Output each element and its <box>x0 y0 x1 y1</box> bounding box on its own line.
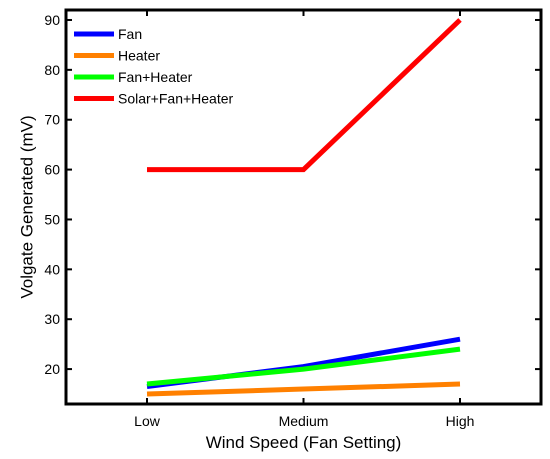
x-tick-label: High <box>446 413 475 429</box>
y-axis-title: Volgate Generated (mV) <box>17 115 36 298</box>
y-tick-label: 70 <box>44 112 60 128</box>
legend-label: Fan+Heater <box>118 69 193 85</box>
legend-label: Fan <box>118 26 142 42</box>
y-tick-label: 30 <box>44 311 60 327</box>
y-tick-label: 90 <box>44 12 60 28</box>
y-tick-label: 60 <box>44 162 60 178</box>
series-line-2 <box>146 346 461 387</box>
legend: Fan Heater Fan+Heater Solar+Fan+Heater <box>74 26 234 107</box>
y-tick-label: 50 <box>44 211 60 227</box>
legend-label: Heater <box>118 48 160 64</box>
series-lines <box>146 18 462 397</box>
legend-label: Solar+Fan+Heater <box>118 91 234 107</box>
series-line-3 <box>147 18 462 173</box>
x-tick-label: Medium <box>279 413 329 429</box>
x-axis: Low Medium High <box>134 10 474 429</box>
x-axis-title: Wind Speed (Fan Setting) <box>206 433 402 452</box>
y-axis: 20 30 40 50 60 70 80 90 <box>44 12 541 377</box>
y-tick-label: 80 <box>44 62 60 78</box>
y-tick-label: 40 <box>44 261 60 277</box>
x-tick-label: Low <box>134 413 161 429</box>
series-line-1 <box>146 381 461 397</box>
y-tick-label: 20 <box>44 361 60 377</box>
